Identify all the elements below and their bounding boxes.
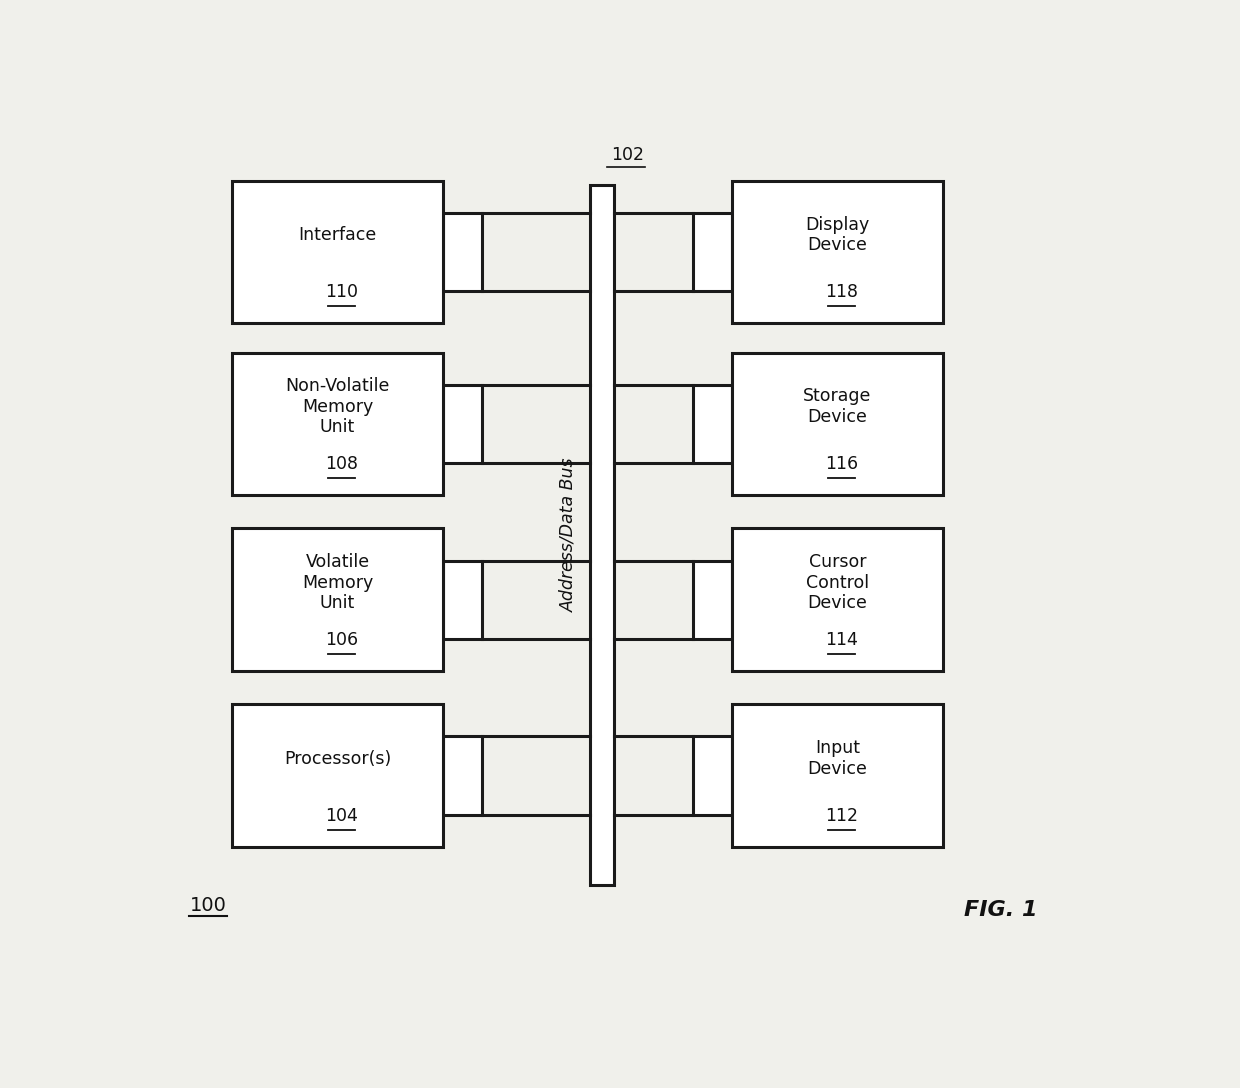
- Text: FIG. 1: FIG. 1: [963, 900, 1038, 919]
- Text: Input
Device: Input Device: [807, 739, 867, 778]
- Text: 110: 110: [325, 283, 358, 301]
- Bar: [444, 385, 481, 462]
- Text: 102: 102: [611, 146, 645, 164]
- Bar: [732, 181, 942, 323]
- Text: Storage
Device: Storage Device: [804, 387, 872, 426]
- Bar: [693, 385, 732, 462]
- Bar: [444, 213, 481, 292]
- Bar: [693, 560, 732, 639]
- Text: Processor(s): Processor(s): [284, 750, 391, 767]
- Text: Interface: Interface: [299, 226, 377, 244]
- Bar: [232, 181, 444, 323]
- Bar: [732, 704, 942, 846]
- Text: 118: 118: [825, 283, 858, 301]
- Text: 116: 116: [825, 455, 858, 472]
- Text: 108: 108: [325, 455, 358, 472]
- Text: 106: 106: [325, 631, 358, 648]
- Bar: [732, 529, 942, 671]
- Bar: [232, 529, 444, 671]
- Text: Volatile
Memory
Unit: Volatile Memory Unit: [303, 553, 373, 613]
- Bar: [232, 704, 444, 846]
- Bar: [693, 737, 732, 815]
- Bar: [693, 213, 732, 292]
- Text: 104: 104: [325, 806, 358, 825]
- Text: Address/Data Bus: Address/Data Bus: [559, 458, 578, 613]
- Bar: [232, 353, 444, 495]
- Text: Display
Device: Display Device: [805, 215, 869, 255]
- Text: 114: 114: [825, 631, 858, 648]
- Text: Non-Volatile
Memory
Unit: Non-Volatile Memory Unit: [285, 376, 389, 436]
- Text: 112: 112: [825, 806, 858, 825]
- Bar: [590, 185, 614, 885]
- Bar: [444, 560, 481, 639]
- Text: 100: 100: [190, 897, 226, 915]
- Text: Cursor
Control
Device: Cursor Control Device: [806, 553, 869, 613]
- Bar: [732, 353, 942, 495]
- Bar: [444, 737, 481, 815]
